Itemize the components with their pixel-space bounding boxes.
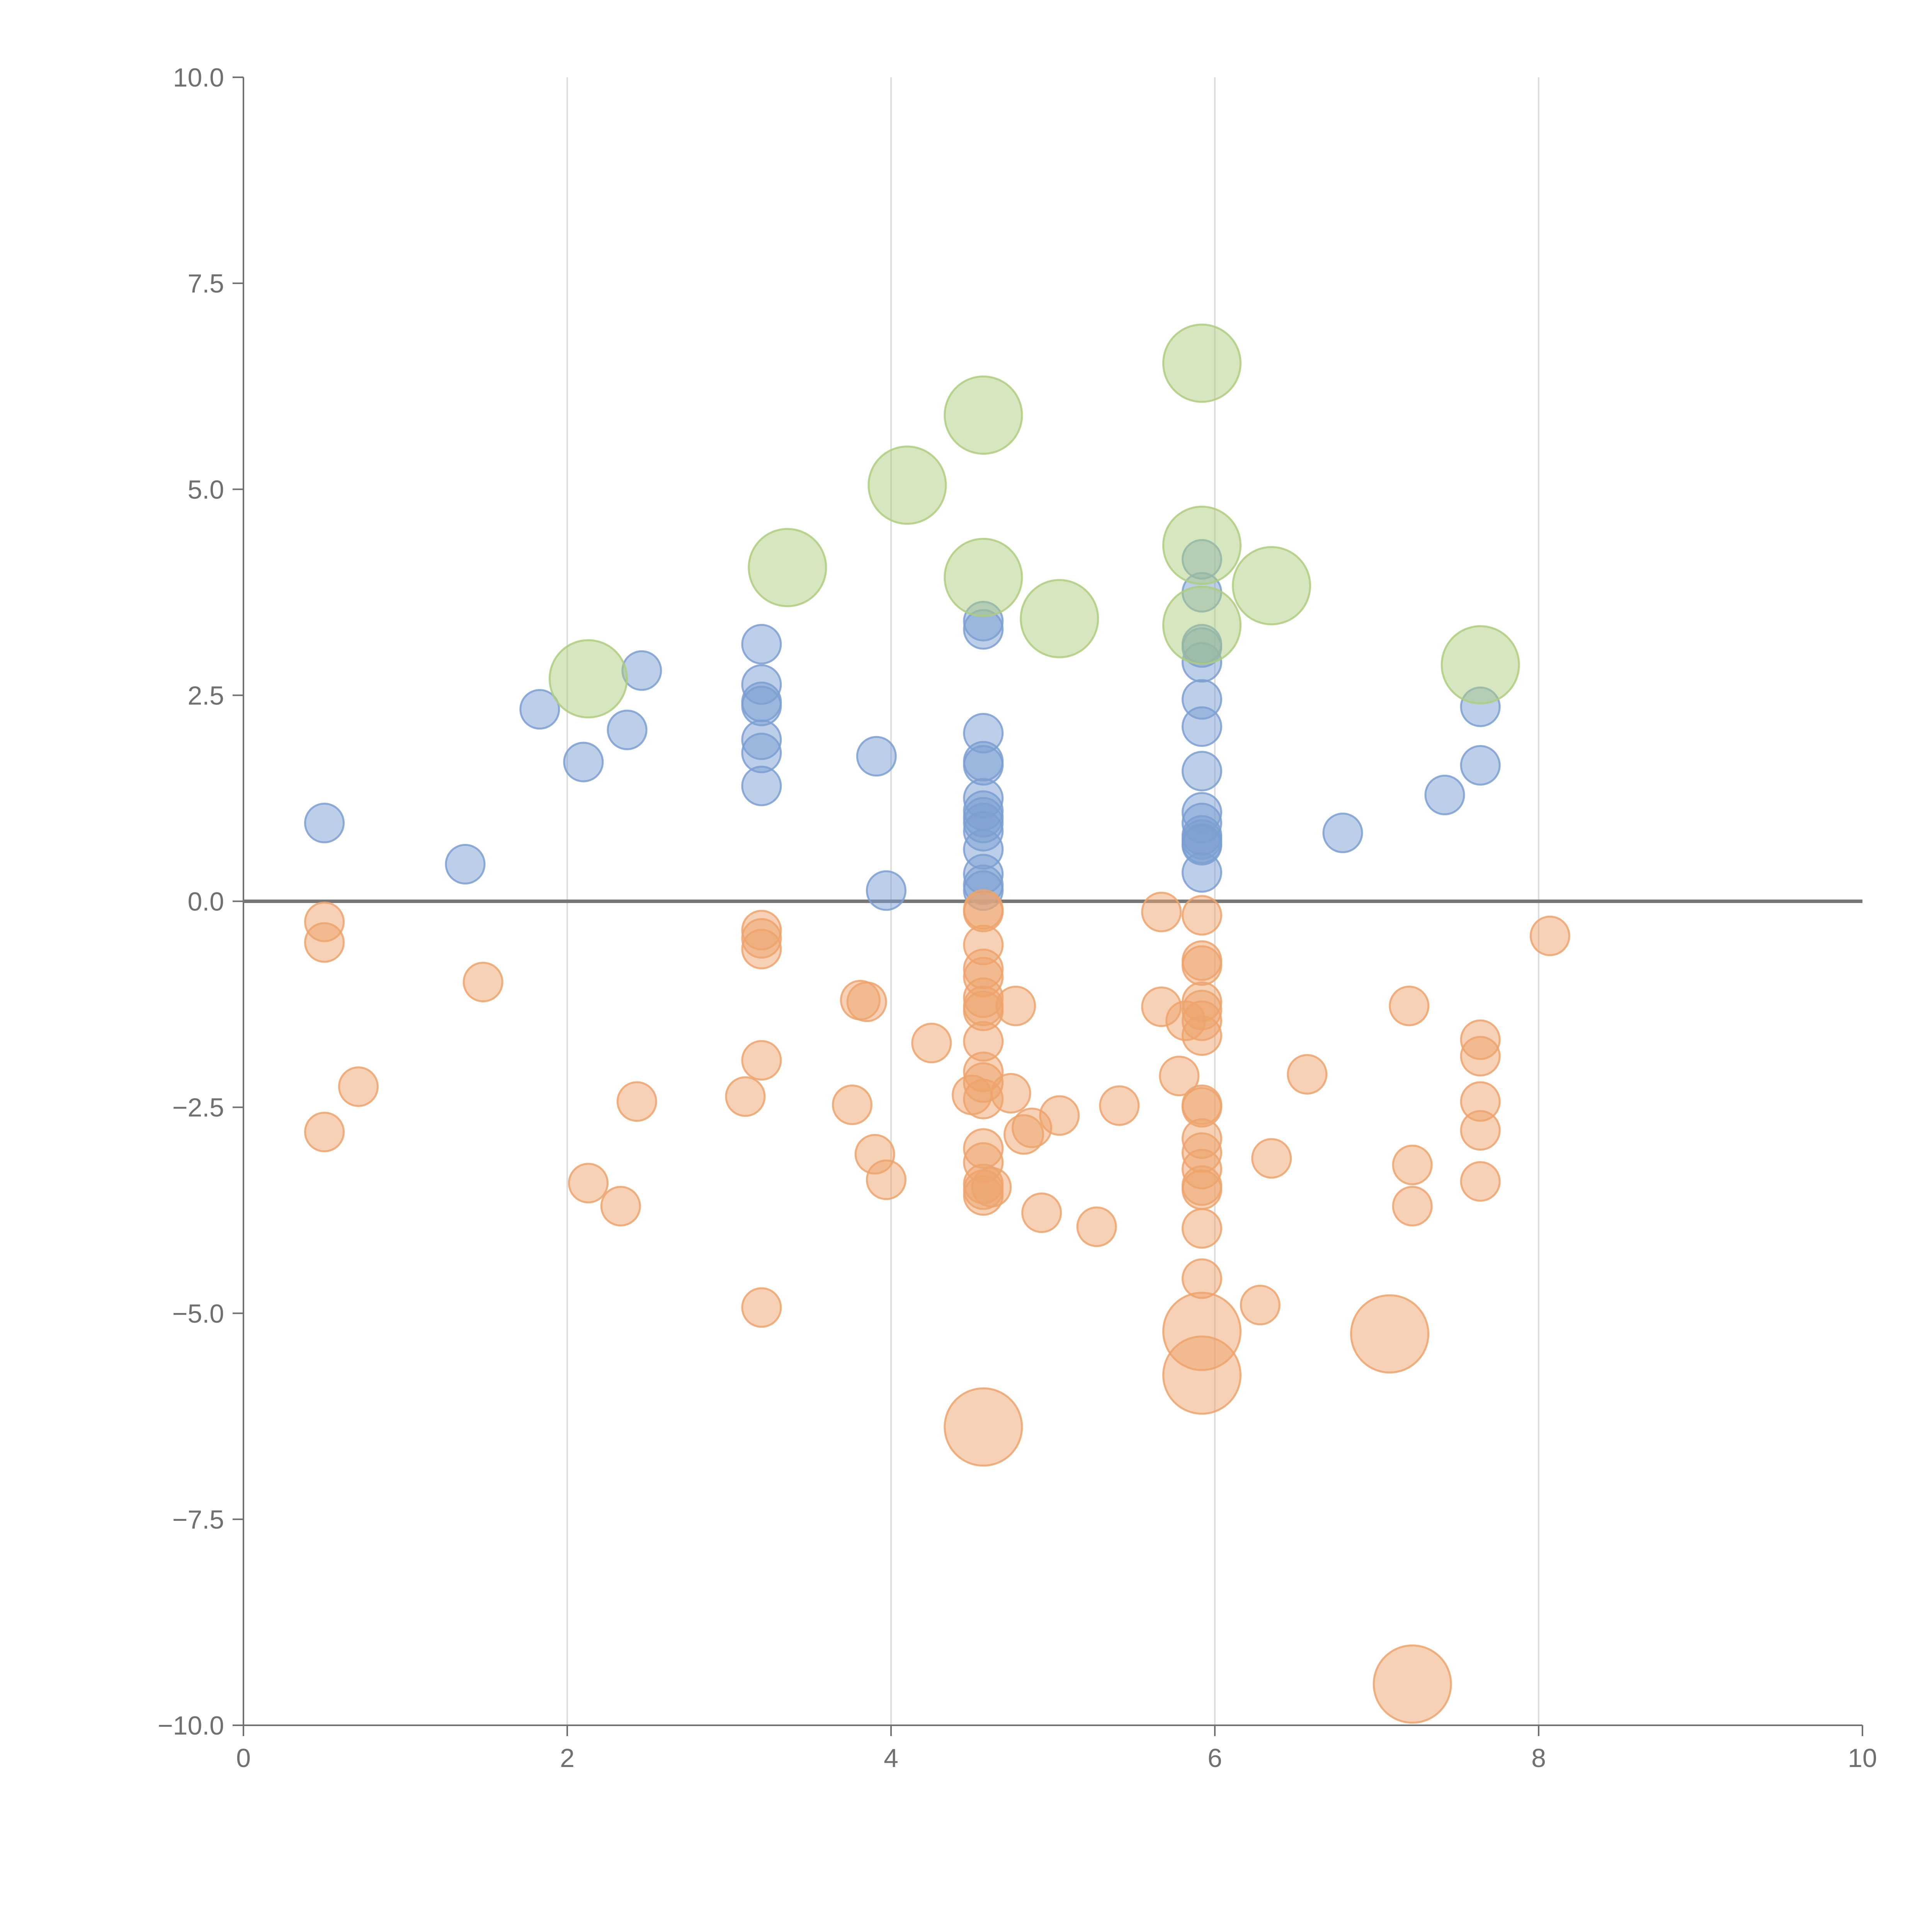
highlight-positive-point	[1162, 585, 1242, 665]
negative-point	[846, 981, 887, 1022]
y-tick-label: 5.0	[187, 475, 224, 504]
highlight-positive-point	[1162, 505, 1242, 585]
positive-point	[1181, 751, 1222, 792]
negative-point	[1251, 1138, 1292, 1179]
negative-point	[304, 1112, 345, 1153]
axes	[233, 77, 1863, 1736]
y-tick-label: 10.0	[173, 63, 224, 92]
positive-point	[866, 870, 906, 911]
highlight-positive-point	[748, 528, 827, 607]
negative-point	[725, 1076, 766, 1117]
negative-point	[338, 1066, 379, 1107]
y-tick-label: −7.5	[172, 1505, 224, 1534]
negative-point	[1460, 1036, 1501, 1077]
data-points	[304, 323, 1570, 1724]
positive-point	[1424, 774, 1465, 815]
highlight-positive-point	[1232, 546, 1311, 626]
positive-point	[856, 736, 897, 777]
negative-point	[1460, 1161, 1501, 1202]
negative-point	[741, 1287, 782, 1328]
negative-point	[616, 1081, 657, 1122]
x-tick-label: 8	[1531, 1743, 1546, 1773]
negative-point	[866, 1159, 906, 1200]
positive-point	[563, 742, 604, 782]
negative-point	[741, 1040, 782, 1081]
positive-point	[519, 689, 560, 730]
negative-point	[911, 1022, 952, 1063]
highlight-positive-point	[1440, 625, 1520, 704]
highlight-positive-point	[944, 537, 1023, 617]
tick-labels: 0 2 4 6 8 10 10.0 7.5 5.0 2.5 0.0 −2.5 −5.0 −7.5 −10.0	[158, 63, 1877, 1773]
positive-point	[741, 765, 782, 806]
highlight-positive-point	[1162, 323, 1242, 403]
negative-point	[995, 985, 1036, 1026]
negative-point	[1240, 1284, 1281, 1325]
highlight-negative-point	[1162, 1335, 1242, 1415]
negative-point	[832, 1084, 872, 1125]
positive-point	[1322, 813, 1363, 854]
negative-point	[1181, 895, 1222, 936]
x-tick-label: 0	[236, 1743, 251, 1773]
negative-point	[1181, 945, 1222, 986]
negative-point	[1181, 1169, 1222, 1210]
negative-point	[1141, 891, 1182, 932]
y-tick-label: −5.0	[172, 1299, 224, 1328]
negative-point	[971, 1167, 1012, 1208]
negative-point	[1389, 985, 1430, 1026]
positive-point	[1181, 852, 1222, 893]
highlight-negative-point	[944, 1387, 1023, 1467]
negative-point	[1039, 1095, 1080, 1136]
negative-point	[463, 961, 503, 1002]
highlight-negative-point	[1350, 1294, 1430, 1374]
positive-point	[1460, 745, 1501, 786]
negative-point	[568, 1163, 609, 1204]
highlight-positive-point	[944, 375, 1023, 455]
negative-point	[990, 1073, 1031, 1114]
positive-point	[607, 709, 648, 750]
x-tick-label: 2	[560, 1743, 575, 1773]
negative-point	[1021, 1192, 1062, 1233]
negative-point	[1392, 1186, 1433, 1227]
negative-point	[1099, 1085, 1140, 1126]
negative-point	[1181, 1015, 1222, 1056]
negative-point	[1287, 1054, 1328, 1095]
negative-point	[1076, 1206, 1117, 1247]
positive-point	[621, 650, 662, 691]
positive-point	[304, 803, 345, 844]
negative-point	[1392, 1145, 1433, 1185]
negative-point	[741, 929, 782, 969]
x-tick-label: 4	[884, 1743, 898, 1773]
y-tick-label: 7.5	[187, 269, 224, 298]
negative-point	[600, 1186, 641, 1227]
y-tick-label: 0.0	[187, 887, 224, 917]
highlight-positive-point	[548, 639, 628, 719]
highlight-negative-point	[1372, 1644, 1452, 1724]
negative-point	[1529, 915, 1570, 956]
y-tick-label: −2.5	[172, 1093, 224, 1122]
positive-point	[445, 844, 486, 885]
y-tick-label: 2.5	[187, 681, 224, 710]
negative-point	[1159, 1056, 1200, 1097]
negative-point	[304, 922, 345, 963]
negative-point	[1460, 1110, 1501, 1151]
positive-point	[1181, 706, 1222, 747]
x-tick-label: 6	[1208, 1743, 1222, 1773]
x-tick-label: 10	[1848, 1743, 1877, 1773]
y-tick-label: −10.0	[158, 1711, 224, 1740]
negative-point	[1181, 1208, 1222, 1249]
highlight-positive-point	[1020, 579, 1099, 658]
positive-point	[741, 624, 782, 665]
highlight-positive-point	[867, 446, 947, 525]
